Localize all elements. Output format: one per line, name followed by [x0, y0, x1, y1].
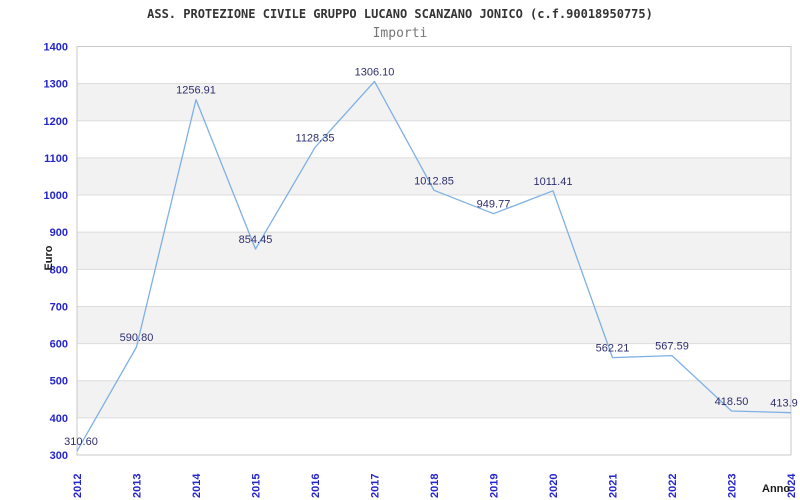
data-point-label: 590.80: [120, 332, 154, 344]
plot-band: [77, 306, 791, 344]
y-tick-label: 1400: [44, 42, 68, 54]
y-tick-label: 800: [50, 264, 68, 276]
y-tick-label: 1000: [44, 190, 68, 202]
x-axis-title: Anno: [762, 483, 790, 495]
x-tick-label: 2017: [370, 474, 382, 498]
y-tick-label: 900: [50, 227, 68, 239]
y-tick-label: 500: [50, 376, 68, 388]
x-tick-label: 2018: [429, 474, 441, 498]
data-point-label: 418.50: [715, 396, 749, 408]
y-tick-label: 1300: [44, 79, 68, 91]
data-point-label: 949.77: [477, 199, 511, 211]
data-point-label: 1256.91: [176, 85, 216, 97]
chart-subtitle: Importi: [372, 26, 428, 41]
chart-title: ASS. PROTEZIONE CIVILE GRUPPO LUCANO SCA…: [147, 7, 653, 21]
y-tick-label: 400: [50, 413, 68, 425]
plot-band: [77, 232, 791, 270]
data-point-label: 1306.10: [355, 66, 395, 78]
x-tick-label: 2022: [667, 474, 679, 498]
data-point-label: 562.21: [596, 343, 630, 355]
y-tick-label: 1200: [44, 116, 68, 128]
y-tick-label: 1100: [44, 153, 68, 165]
x-tick-label: 2012: [72, 474, 84, 498]
data-point-label: 310.60: [64, 436, 98, 448]
x-tick-label: 2015: [251, 474, 263, 498]
y-axis-title: Euro: [43, 245, 55, 270]
plot-band: [77, 380, 791, 418]
data-point-label: 854.45: [239, 234, 273, 246]
data-point-label: 1128.35: [296, 132, 335, 144]
data-point-label: 1012.85: [414, 175, 454, 187]
x-tick-label: 2023: [727, 474, 739, 498]
data-point-label: 413.9: [770, 398, 798, 410]
y-tick-label: 600: [50, 339, 68, 351]
plot-band: [77, 157, 791, 196]
y-tick-label: 300: [50, 450, 68, 462]
x-tick-label: 2014: [191, 473, 203, 498]
x-tick-label: 2024: [786, 473, 798, 498]
x-tick-label: 2021: [608, 474, 620, 498]
x-tick-label: 2019: [489, 474, 501, 498]
x-tick-label: 2016: [310, 474, 322, 498]
x-tick-label: 2013: [132, 474, 144, 498]
data-line: [76, 80, 792, 452]
x-tick-label: 2020: [548, 474, 560, 498]
plot-border: [76, 46, 792, 456]
y-tick-label: 700: [50, 301, 68, 313]
data-point-label: 1011.41: [534, 176, 573, 188]
data-point-label: 567.59: [655, 341, 689, 353]
